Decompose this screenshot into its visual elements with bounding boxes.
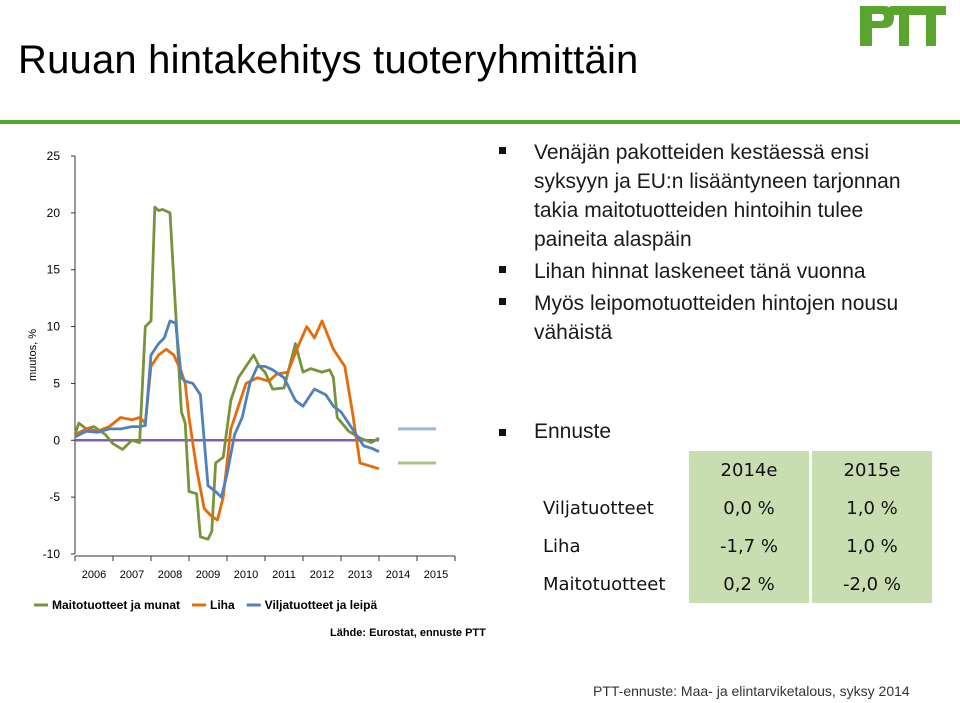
table-cell: 0,0 %	[689, 489, 811, 527]
bullet-list: Venäjän pakotteiden kestäessä ensi syksy…	[497, 138, 937, 350]
bullet-item: Myös leipomotuotteiden hintojen nousu vä…	[497, 289, 937, 347]
bullet-item: Venäjän pakotteiden kestäessä ensi syksy…	[497, 138, 937, 254]
bullet-item: Lihan hinnat laskeneet tänä vuonna	[497, 257, 937, 286]
legend-label: Viljatuotteet ja leipä	[265, 598, 378, 612]
series-line-1	[74, 319, 380, 522]
row-label: Maitotuotteet	[543, 573, 666, 595]
forecast-heading: Ennuste	[497, 420, 611, 444]
x-tick-label: 2011	[272, 569, 296, 581]
table-cell: 0,2 %	[689, 565, 811, 603]
footer-text: PTT-ennuste: Maa- ja elintarviketalous, …	[593, 683, 910, 699]
y-tick-label: 5	[53, 376, 60, 390]
row-label: Viljatuotteet	[543, 497, 654, 519]
y-tick-label: 15	[47, 263, 61, 277]
y-tick-label: 10	[47, 320, 61, 334]
table-header-row: 2014e 2015e	[537, 451, 932, 489]
table-row: Liha -1,7 % 1,0 %	[537, 527, 932, 565]
y-tick-label: 20	[47, 206, 61, 220]
table-cell: -1,7 %	[689, 527, 811, 565]
column-header: 2015e	[809, 451, 932, 489]
x-tick-label: 2012	[310, 569, 334, 581]
legend-label: Maitotuotteet ja munat	[52, 598, 180, 612]
row-label: Liha	[543, 535, 581, 557]
table-row: Maitotuotteet 0,2 % -2,0 %	[537, 565, 932, 603]
table-row: Viljatuotteet 0,0 % 1,0 %	[537, 489, 932, 527]
y-tick-label: -10	[43, 547, 61, 561]
legend-label: Liha	[210, 598, 235, 612]
series-lines	[73, 205, 436, 541]
ptt-logo	[860, 6, 946, 46]
y-tick-label: 0	[53, 433, 60, 447]
y-axis: -10 -5 0 5 10 15 20 25 muutos, %	[27, 149, 76, 561]
x-tick-label: 2009	[196, 569, 220, 581]
column-header: 2014e	[689, 451, 811, 489]
header-rule	[0, 120, 960, 124]
series-line-2	[74, 319, 380, 499]
table-corner	[537, 451, 689, 489]
forecast-table: 2014e 2015e Viljatuotteet 0,0 % 1,0 % Li…	[537, 451, 932, 603]
series-line-0	[73, 205, 380, 541]
x-tick-label: 2008	[158, 569, 182, 581]
x-tick-label: 2010	[234, 569, 258, 581]
y-tick-label: 25	[47, 149, 61, 163]
y-tick-label: -5	[49, 490, 60, 504]
x-tick-label: 2013	[348, 569, 372, 581]
x-tick-label: 2014	[386, 569, 410, 581]
x-axis: 2006 2007 2008 2009 2010 2011 2012 2013 2014 2015	[74, 555, 456, 581]
y-axis-label: muutos, %	[27, 329, 39, 381]
table-cell: 1,0 %	[809, 527, 932, 565]
table-cell: 1,0 %	[809, 489, 932, 527]
source-note: Lähde: Eurostat, ennuste PTT	[330, 627, 486, 639]
x-tick-label: 2006	[82, 569, 106, 581]
chart-legend: Maitotuotteet ja munat Liha Viljatuotteet …	[34, 598, 377, 612]
table-cell: -2,0 %	[809, 565, 932, 603]
x-tick-label: 2007	[120, 569, 144, 581]
x-tick-label: 2015	[424, 569, 448, 581]
page-title: Ruuan hintakehitys tuoteryhmittäin	[18, 38, 639, 82]
